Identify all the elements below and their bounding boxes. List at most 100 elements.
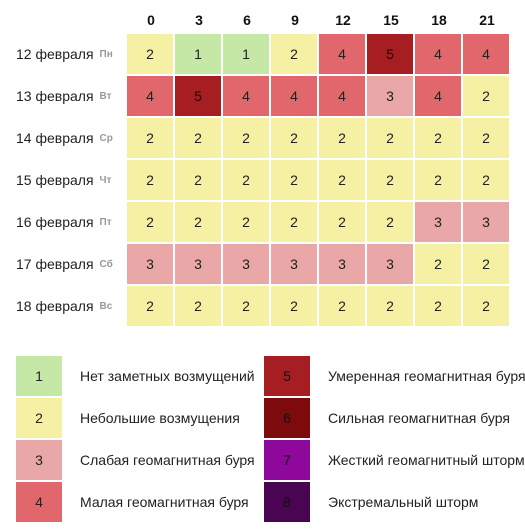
- kp-cell: 2: [367, 286, 413, 326]
- kp-cell: 2: [175, 202, 221, 242]
- legend-label: Сильная геомагнитная буря: [328, 410, 510, 426]
- kp-cell: 2: [367, 202, 413, 242]
- kp-cell: 2: [415, 118, 461, 158]
- hour-header: 0: [147, 12, 155, 28]
- day-label: 14 февраля Ср: [16, 117, 126, 159]
- hour-header: 12: [335, 12, 351, 28]
- kp-cell: 2: [367, 118, 413, 158]
- kp-cell: 2: [319, 286, 365, 326]
- kp-cell: 4: [463, 34, 509, 74]
- kp-cell: 2: [271, 118, 317, 158]
- kp-cell: 2: [175, 286, 221, 326]
- kp-cell: 3: [175, 244, 221, 284]
- legend-swatch: 2: [16, 398, 62, 438]
- kp-cell: 3: [367, 244, 413, 284]
- weekday-text: Чт: [99, 174, 112, 186]
- weekday-text: Вс: [99, 300, 113, 312]
- legend-label: Экстремальный шторм: [328, 494, 479, 510]
- kp-cell: 5: [367, 34, 413, 74]
- kp-cell: 3: [367, 76, 413, 116]
- kp-cell: 2: [223, 118, 269, 158]
- day-label: 17 февраля Сб: [16, 243, 126, 285]
- date-text: 15 февраля: [16, 172, 94, 188]
- legend-swatch: 5: [264, 356, 310, 396]
- kp-cell: 1: [175, 34, 221, 74]
- legend-label: Слабая геомагнитная буря: [80, 452, 255, 468]
- kp-cell: 2: [271, 34, 317, 74]
- kp-cell: 4: [223, 76, 269, 116]
- hour-header: 9: [291, 12, 299, 28]
- kp-cell: 3: [127, 244, 173, 284]
- legend-label: Небольшие возмущения: [80, 410, 240, 426]
- legend-swatch: 6: [264, 398, 310, 438]
- hour-header: 6: [243, 12, 251, 28]
- kp-cell: 2: [175, 160, 221, 200]
- weekday-text: Пн: [99, 48, 113, 60]
- kp-cell: 2: [271, 286, 317, 326]
- kp-cell: 2: [223, 202, 269, 242]
- kp-cell: 3: [463, 202, 509, 242]
- legend-label: Жесткий геомагнитный шторм: [328, 452, 525, 468]
- kp-cell: 4: [271, 76, 317, 116]
- legend-swatch: 1: [16, 356, 62, 396]
- kp-cell: 2: [127, 286, 173, 326]
- kp-cell: 2: [127, 34, 173, 74]
- day-label: 16 февраля Пт: [16, 201, 126, 243]
- hour-header: 3: [195, 12, 203, 28]
- legend-swatch: 8: [264, 482, 310, 522]
- legend-label: Малая геомагнитная буря: [80, 494, 249, 510]
- weekday-text: Сб: [99, 258, 113, 270]
- kp-cell: 4: [415, 76, 461, 116]
- date-text: 18 февраля: [16, 298, 94, 314]
- date-text: 17 февраля: [16, 256, 94, 272]
- weekday-text: Ср: [99, 132, 113, 144]
- date-text: 12 февраля: [16, 46, 94, 62]
- kp-cell: 2: [223, 286, 269, 326]
- kp-cell: 2: [319, 160, 365, 200]
- kp-cell: 2: [463, 244, 509, 284]
- kp-cell: 2: [415, 286, 461, 326]
- weekday-text: Пт: [99, 216, 112, 228]
- date-text: 16 февраля: [16, 214, 94, 230]
- kp-cell: 2: [415, 244, 461, 284]
- kp-cell: 3: [271, 244, 317, 284]
- kp-cell: 2: [319, 118, 365, 158]
- kp-cell: 1: [223, 34, 269, 74]
- kp-cell: 2: [127, 202, 173, 242]
- kp-cell: 2: [463, 286, 509, 326]
- kp-cell: 5: [175, 76, 221, 116]
- legend-swatch: 7: [264, 440, 310, 480]
- hour-header: 21: [479, 12, 495, 28]
- kp-cell: 4: [415, 34, 461, 74]
- day-label: 18 февраля Вс: [16, 285, 126, 327]
- date-text: 14 февраля: [16, 130, 94, 146]
- kp-cell: 4: [127, 76, 173, 116]
- legend-swatch: 3: [16, 440, 62, 480]
- kp-cell: 3: [223, 244, 269, 284]
- day-label: 12 февраля Пн: [16, 33, 126, 75]
- kp-cell: 2: [271, 202, 317, 242]
- kp-cell: 2: [463, 76, 509, 116]
- kp-cell: 2: [127, 118, 173, 158]
- legend-swatch: 4: [16, 482, 62, 522]
- kp-cell: 3: [415, 202, 461, 242]
- kp-cell: 2: [367, 160, 413, 200]
- date-text: 13 февраля: [16, 88, 94, 104]
- legend-label: Умеренная геомагнитная буря: [328, 368, 525, 384]
- kp-cell: 2: [463, 118, 509, 158]
- legend-label: Нет заметных возмущений: [80, 368, 255, 384]
- kp-cell: 2: [127, 160, 173, 200]
- kp-cell: 3: [319, 244, 365, 284]
- kp-cell: 2: [271, 160, 317, 200]
- kp-cell: 2: [415, 160, 461, 200]
- hour-header: 15: [383, 12, 399, 28]
- kp-cell: 4: [319, 34, 365, 74]
- day-label: 15 февраля Чт: [16, 159, 126, 201]
- kp-cell: 4: [319, 76, 365, 116]
- kp-cell: 2: [319, 202, 365, 242]
- kp-cell: 2: [223, 160, 269, 200]
- kp-cell: 2: [175, 118, 221, 158]
- hour-header: 18: [431, 12, 447, 28]
- kp-cell: 2: [463, 160, 509, 200]
- day-label: 13 февраля Вт: [16, 75, 126, 117]
